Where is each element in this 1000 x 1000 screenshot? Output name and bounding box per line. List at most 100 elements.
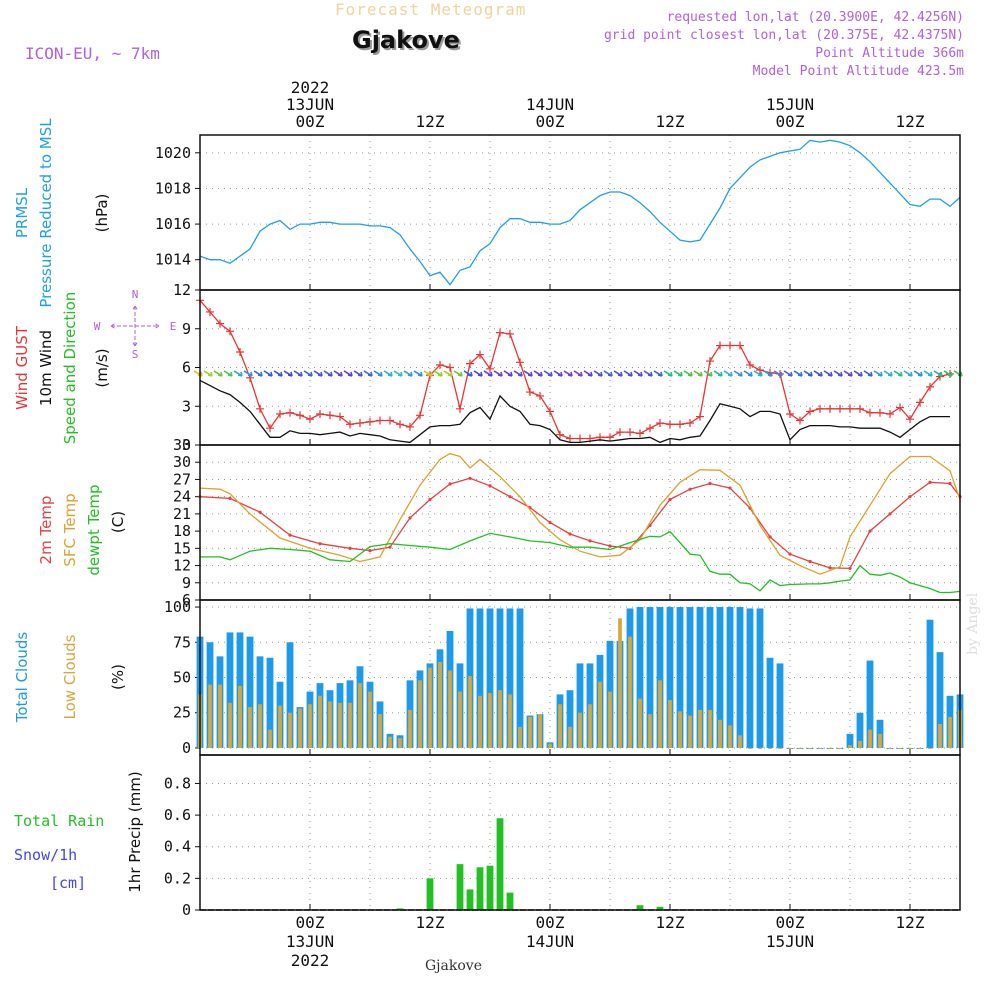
time-label-top: 13JUN <box>286 95 334 114</box>
wind-barb <box>483 370 493 377</box>
gust-marker <box>216 319 224 328</box>
low-cloud-bar <box>648 714 652 748</box>
total-cloud-bar <box>766 657 774 748</box>
time-label-top: 12Z <box>896 112 925 131</box>
gust-marker <box>646 424 654 433</box>
wind-barb <box>763 370 773 377</box>
wind-barb <box>443 370 453 377</box>
time-label-top: 00Z <box>536 112 565 131</box>
total-cloud-bar <box>516 608 524 748</box>
wind-barb <box>503 370 513 377</box>
wind-barb <box>863 370 873 377</box>
low-cloud-bar <box>498 690 502 748</box>
low-cloud-bar <box>698 709 702 748</box>
low-cloud-bar <box>658 680 662 748</box>
wind-barb <box>263 370 273 377</box>
low-cloud-bar <box>938 724 942 748</box>
wind-barb <box>733 370 743 377</box>
gust-marker <box>806 407 814 416</box>
requested-coords: requested lon,lat (20.3900E, 42.4256N) <box>666 10 964 25</box>
low-cloud-bar <box>928 747 932 749</box>
wind-barb <box>513 370 523 377</box>
compass-west: W <box>94 320 101 333</box>
wind-barb <box>473 370 483 377</box>
gust-marker <box>886 410 894 418</box>
legend-snow: Snow/1h <box>14 846 77 864</box>
wind-barb <box>633 370 643 377</box>
total-cloud-bar <box>246 636 254 748</box>
wind-barb <box>293 370 303 377</box>
low-cloud-bar <box>448 670 452 748</box>
wind-barb <box>673 370 683 377</box>
y-tick-label: 24 <box>173 488 191 506</box>
low-cloud-bar <box>288 712 292 748</box>
low-cloud-bar <box>458 691 462 748</box>
time-label-bottom: 14JUN <box>526 932 574 951</box>
gust-marker <box>446 363 454 372</box>
total-cloud-bar <box>746 608 754 748</box>
y-tick-label: 6 <box>182 591 191 609</box>
compass-east: E <box>170 320 177 333</box>
footer-location: Gjakove <box>425 958 482 974</box>
temp-marker <box>508 495 512 499</box>
axis-label: Low Clouds <box>61 634 79 719</box>
low-cloud-bar <box>408 709 412 748</box>
grid-coords: grid point closest lon,lat (20.375E, 42.… <box>603 28 964 43</box>
panel-wind: 0 3 6 9 12 Wind GUST 10m Wind Speed and Directi… <box>13 281 963 454</box>
y-tick-label: 21 <box>173 505 191 523</box>
time-label-top: 12Z <box>416 112 445 131</box>
temp-marker <box>258 510 262 514</box>
low-cloud-bar <box>618 618 622 748</box>
low-cloud-bar <box>338 702 342 748</box>
gust-marker <box>726 341 734 350</box>
temp-marker <box>788 552 792 556</box>
wind-barb <box>933 370 943 377</box>
low-cloud-bar <box>258 704 262 748</box>
total-cloud-bar <box>476 608 484 748</box>
gust-marker <box>416 411 424 420</box>
total-cloud-bar <box>726 607 734 748</box>
gust-marker <box>566 434 574 443</box>
time-label-bottom: 15JUN <box>766 932 814 951</box>
wind-barb <box>743 370 753 377</box>
low-cloud-bar <box>518 726 522 748</box>
low-cloud-bar <box>878 733 882 748</box>
gust-marker <box>386 416 394 425</box>
time-label-bottom: 00Z <box>296 913 325 932</box>
gust-marker <box>486 364 494 373</box>
wind-barb <box>193 370 203 377</box>
gust-marker <box>496 328 504 337</box>
low-cloud-bar <box>778 747 782 749</box>
axis-label: (hPa) <box>93 194 111 233</box>
total-cloud-bar <box>676 607 684 748</box>
low-cloud-bar <box>768 747 772 749</box>
time-label-top: 2022 <box>291 78 330 97</box>
y-tick-label: 30 <box>173 453 191 471</box>
gust-marker <box>666 420 674 429</box>
compass-south: S <box>132 348 139 361</box>
low-cloud-bar <box>848 745 852 748</box>
low-cloud-bar <box>688 715 692 748</box>
wind-barb <box>283 370 293 377</box>
total-cloud-bar <box>846 733 854 748</box>
gust-marker <box>506 329 514 338</box>
gust-marker <box>836 404 844 413</box>
wind-barb <box>603 370 613 377</box>
gust-marker <box>256 404 264 413</box>
time-label-bottom: 12Z <box>896 913 925 932</box>
wind-barb <box>593 370 603 377</box>
location-title: Gjakove <box>352 26 460 54</box>
total-cloud-bar <box>736 607 744 748</box>
compass-rose-icon <box>110 305 160 347</box>
panel-frame <box>199 754 961 911</box>
wind-barb <box>923 370 933 377</box>
time-label-top: 14JUN <box>526 95 574 114</box>
gust-marker <box>626 428 634 437</box>
gust-marker <box>606 433 614 442</box>
low-cloud-bar <box>238 685 242 748</box>
time-label-top: 00Z <box>296 112 325 131</box>
gust-marker <box>546 407 554 416</box>
rain-bar <box>656 906 664 910</box>
axis-label: SFC Temp <box>61 493 79 566</box>
